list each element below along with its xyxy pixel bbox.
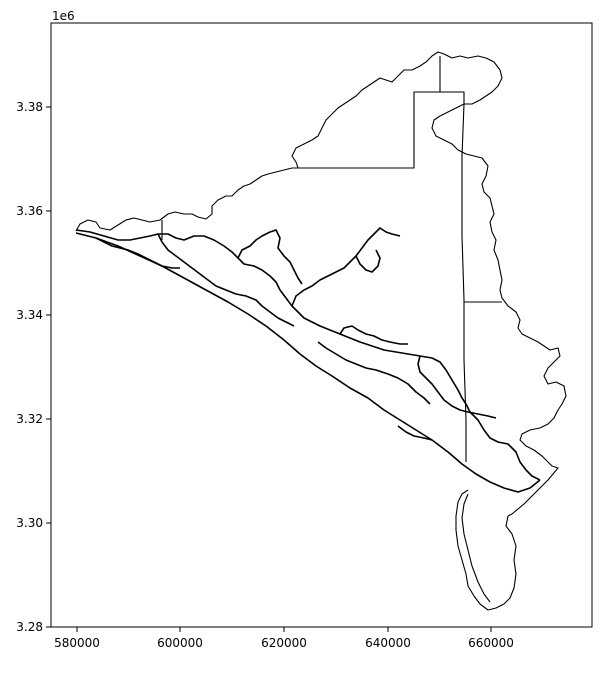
x-tick-label: 580000 xyxy=(54,636,100,650)
peninsula-shoreline xyxy=(461,493,491,603)
y-tick-label: 3.36 xyxy=(16,204,43,218)
y-tick-label: 3.32 xyxy=(16,412,43,426)
county-outer-boundary xyxy=(75,51,567,517)
x-tick-label: 600000 xyxy=(157,636,203,650)
y-tick-label: 3.34 xyxy=(16,308,43,322)
peninsula-shoreline xyxy=(455,489,517,611)
bayou-inlet xyxy=(417,355,497,419)
y-axis: 3.28 3.30 3.32 3.34 3.36 3.38 xyxy=(16,100,51,634)
x-tick-label: 620000 xyxy=(261,636,307,650)
gulf-coastline xyxy=(75,232,541,493)
map-boundaries xyxy=(75,51,567,611)
y-tick-label: 3.30 xyxy=(16,516,43,530)
bayou-inlet xyxy=(291,227,401,307)
county-line xyxy=(298,56,441,169)
y-tick-label: 3.38 xyxy=(16,100,43,114)
county-line xyxy=(440,91,465,104)
county-line xyxy=(461,103,467,462)
y-offset-label: 1e6 xyxy=(52,9,75,23)
bayou-inlet xyxy=(317,341,431,405)
bayou-inlet xyxy=(237,229,303,285)
bayou-inlet xyxy=(397,425,433,441)
x-tick-label: 660000 xyxy=(468,636,514,650)
bay-shoreline xyxy=(75,229,541,481)
plot-frame xyxy=(50,22,593,628)
x-axis: 580000 600000 620000 640000 660000 xyxy=(54,627,514,650)
y-tick-label: 3.28 xyxy=(16,620,43,634)
bayou-inlet xyxy=(95,237,180,269)
x-tick-label: 640000 xyxy=(365,636,411,650)
bayou-inlet xyxy=(157,233,295,327)
bayou-inlet xyxy=(355,249,381,273)
bayou-inlet xyxy=(339,325,408,345)
